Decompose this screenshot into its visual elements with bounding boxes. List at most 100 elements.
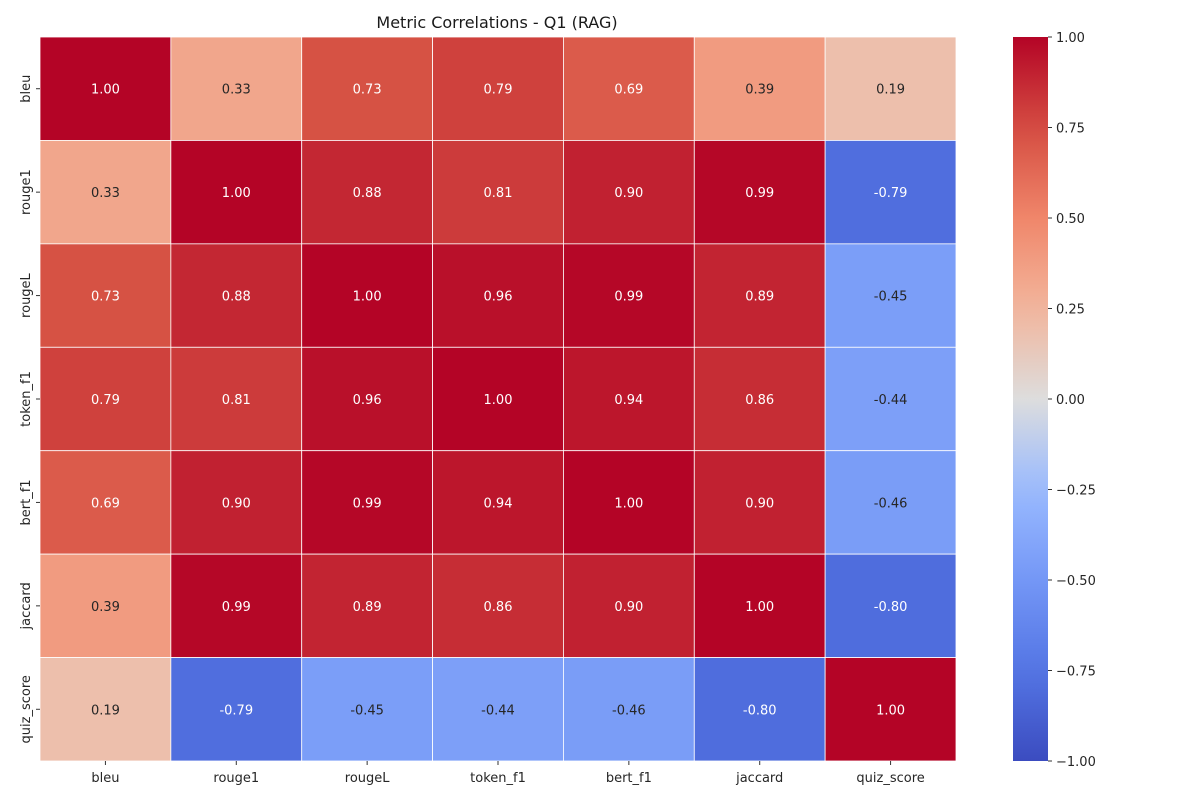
cell-value-label: 0.81 (484, 186, 513, 201)
cell-value-label: -0.45 (350, 703, 384, 718)
heatmap-cell-token_f1-jaccard (693, 346, 826, 452)
heatmap-cell-jaccard-token_f1 (432, 553, 564, 658)
cell-value-label: 0.89 (353, 600, 382, 615)
x-tick-label: bert_f1 (606, 771, 652, 786)
cell-value-label: -0.46 (874, 496, 908, 511)
cell-value-label: 1.00 (876, 703, 905, 718)
cell-value-label: 0.90 (614, 600, 643, 615)
chart-title: Metric Correlations - Q1 (RAG) (376, 13, 617, 32)
colorbar-tick-label: −0.25 (1056, 484, 1096, 499)
heatmap-cell-rougeL-jaccard (693, 243, 826, 348)
cell-value-label: 1.00 (353, 290, 382, 305)
heatmap-cell-bleu-token_f1 (432, 36, 564, 141)
cell-value-label: -0.45 (874, 290, 908, 305)
cell-value-label: -0.79 (874, 186, 908, 201)
cell-value-label: 0.39 (91, 600, 120, 615)
heatmap-cell-bert_f1-jaccard (693, 450, 826, 555)
colorbar-tick-label: 1.00 (1056, 31, 1085, 46)
cell-value-label: -0.44 (874, 393, 908, 408)
cell-value-label: 1.00 (614, 496, 643, 511)
cell-value-label: 0.88 (222, 290, 251, 305)
cell-value-label: 0.90 (745, 496, 774, 511)
heatmap-cell-bleu-bert_f1 (563, 36, 695, 141)
cell-value-label: -0.44 (481, 703, 515, 718)
y-tick-label: quiz_score (19, 675, 34, 743)
cell-value-label: 0.73 (353, 83, 382, 98)
cell-value-label: 0.19 (91, 703, 120, 718)
heatmap-cell-rouge1-jaccard (693, 140, 826, 245)
heatmap-cell-bleu-rouge1 (170, 36, 303, 141)
heatmap-cell-rouge1-rougeL (301, 140, 433, 245)
y-tick-label: rouge1 (19, 169, 34, 215)
heatmap-cell-rougeL-rouge1 (170, 243, 303, 348)
heatmap-cell-bert_f1-bleu (39, 450, 172, 555)
cell-value-label: 0.90 (222, 496, 251, 511)
heatmap-cell-token_f1-quiz_score (824, 346, 957, 452)
heatmap-cell-quiz_score-bleu (39, 657, 172, 762)
cell-value-label: 0.88 (353, 186, 382, 201)
heatmap-cell-rouge1-bert_f1 (563, 140, 695, 245)
cell-value-label: 0.69 (614, 83, 643, 98)
heatmap-cell-bleu-rougeL (301, 36, 433, 141)
heatmap-cell-quiz_score-quiz_score (824, 657, 957, 762)
colorbar-tick-label: 0.00 (1056, 393, 1085, 408)
heatmap-cell-rouge1-bleu (39, 140, 172, 245)
y-tick-label: rougeL (19, 272, 34, 318)
cell-value-label: 0.33 (91, 186, 120, 201)
heatmap-cell-rouge1-quiz_score (824, 140, 957, 245)
cell-value-label: 0.99 (614, 290, 643, 305)
colorbar-gradient (1013, 37, 1048, 761)
cell-value-label: 0.39 (745, 83, 774, 98)
cell-value-label: 1.00 (91, 83, 120, 98)
cell-value-label: 0.99 (353, 496, 382, 511)
colorbar-tick-label: −1.00 (1056, 755, 1096, 770)
cell-value-label: 0.94 (614, 393, 643, 408)
cell-value-label: 1.00 (222, 186, 251, 201)
cell-value-label: 0.86 (745, 393, 774, 408)
cell-value-label: 1.00 (745, 600, 774, 615)
cell-value-label: 0.79 (484, 83, 513, 98)
heatmap-cell-jaccard-bert_f1 (563, 553, 695, 658)
x-tick-label: rouge1 (213, 771, 259, 786)
heatmap-cell-bert_f1-quiz_score (824, 450, 957, 555)
heatmap-cell-labels: 1.00 0.33 0.73 0.79 0.69 0.39 0.19 0.33 1.00 0.88… (91, 83, 907, 719)
heatmap-cell-jaccard-bleu (39, 553, 172, 658)
heatmap-cell-quiz_score-rouge1 (170, 657, 303, 762)
cell-value-label: 0.86 (484, 600, 513, 615)
cell-value-label: 0.96 (353, 393, 382, 408)
heatmap-cells (39, 36, 957, 762)
cell-value-label: 1.00 (484, 393, 513, 408)
heatmap-cell-quiz_score-token_f1 (432, 657, 564, 762)
y-tick-label: bleu (19, 75, 34, 103)
x-tick-label: quiz_score (856, 771, 924, 786)
heatmap-cell-jaccard-rouge1 (170, 553, 303, 658)
heatmap-cell-rougeL-bleu (39, 243, 172, 348)
cell-value-label: 0.99 (222, 600, 251, 615)
cell-value-label: 0.94 (484, 496, 513, 511)
colorbar-tick-label: −0.75 (1056, 665, 1096, 680)
heatmap-cell-rougeL-bert_f1 (563, 243, 695, 348)
heatmap-cell-quiz_score-bert_f1 (563, 657, 695, 762)
colorbar-tick-label: 0.25 (1056, 303, 1085, 318)
colorbar: 1.00 0.75 0.50 0.25 0.00 −0.25 −0.50 −0.75 −1.00 (1013, 31, 1096, 770)
cell-value-label: 0.89 (745, 290, 774, 305)
heatmap-cell-token_f1-bleu (39, 346, 172, 452)
heatmap-cell-token_f1-token_f1 (432, 346, 564, 452)
y-tick-label: jaccard (19, 582, 34, 630)
heatmap-cell-jaccard-quiz_score (824, 553, 957, 658)
heatmap-cell-rougeL-token_f1 (432, 243, 564, 348)
colorbar-tick-label: −0.50 (1056, 574, 1096, 589)
colorbar-tick-label: 0.50 (1056, 212, 1085, 227)
heatmap-cell-bleu-quiz_score (824, 36, 957, 141)
heatmap-cell-rougeL-rougeL (301, 243, 433, 348)
cell-value-label: 0.99 (745, 186, 774, 201)
cell-value-label: 0.96 (484, 290, 513, 305)
heatmap-cell-bleu-bleu (39, 36, 172, 141)
cell-value-label: 0.19 (876, 83, 905, 98)
cell-value-label: -0.80 (743, 703, 777, 718)
x-tick-label: rougeL (345, 771, 391, 786)
cell-value-label: 0.79 (91, 393, 120, 408)
heatmap-cell-jaccard-rougeL (301, 553, 433, 658)
